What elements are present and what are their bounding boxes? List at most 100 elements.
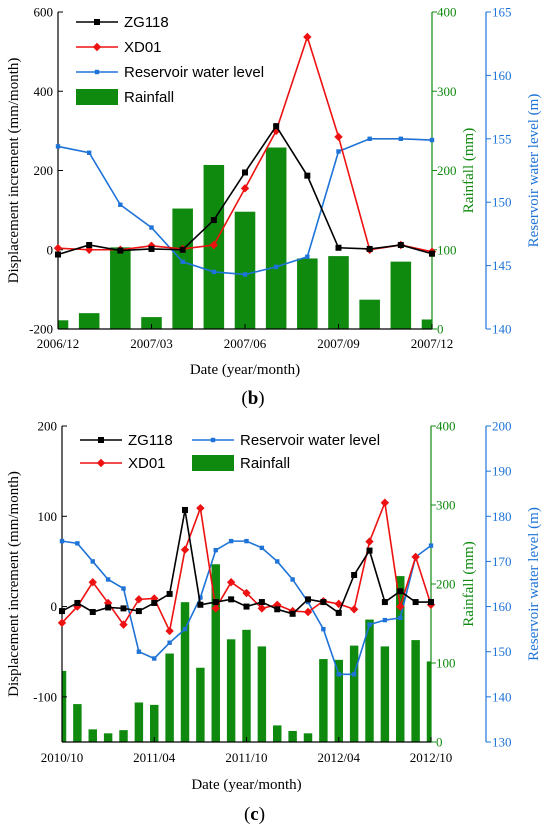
rainfall-bar	[265, 147, 287, 329]
level-tick-label: 150	[492, 644, 512, 659]
zg118-point	[397, 588, 404, 595]
rainfall-bar	[110, 247, 131, 329]
legend-label: Reservoir water level	[240, 432, 380, 449]
panel-label-close: )	[258, 388, 264, 409]
xd01-point	[119, 620, 128, 629]
level-tick-label: 160	[492, 68, 512, 83]
legend-label: XD01	[124, 39, 162, 56]
xd01-point	[57, 618, 67, 628]
rainfall-tick-label: 200	[436, 577, 456, 592]
rainfall-bar	[303, 733, 313, 742]
zg118-point	[135, 608, 142, 615]
legend-label: Rainfall	[240, 455, 290, 472]
xd01-point	[396, 602, 405, 611]
x-tick-label: 2012/04	[317, 750, 360, 765]
level-tick-label: 145	[492, 258, 512, 273]
xd01-point	[165, 626, 174, 636]
rainfall-bar	[172, 208, 193, 329]
legend-item: ZG118	[76, 14, 169, 31]
zg118-point	[428, 599, 434, 606]
legend-label: XD01	[128, 455, 166, 472]
panel-label-letter: c	[250, 804, 258, 825]
xd01-point	[196, 503, 205, 513]
legend-marker-square	[98, 437, 104, 443]
rainfall-bar	[288, 730, 297, 742]
level-point	[182, 626, 188, 632]
level-point	[213, 547, 218, 553]
level-tick-label: 165	[492, 5, 512, 20]
legend-swatch-rainfall	[192, 455, 234, 471]
rainfall-bar	[134, 702, 144, 742]
level-tick-label: 155	[492, 131, 512, 146]
level-point	[382, 617, 388, 623]
level-point	[90, 559, 95, 564]
chart-panel-b: -200 0 200 400 600 0 100 200 300 400 140 145 150 155 1…	[6, 5, 542, 410]
xd01-point	[257, 604, 267, 613]
level-point	[167, 640, 172, 645]
level-point	[428, 543, 434, 548]
level-point	[336, 149, 341, 154]
left-tick-label: 200	[38, 419, 58, 434]
legend-label: Reservoir water level	[124, 64, 264, 81]
rainfall-tick-label: 0	[437, 322, 444, 337]
rainfall-tick-label: 400	[436, 419, 456, 434]
x-tick-label: 2011/04	[133, 750, 176, 765]
left-tick-label: 100	[38, 509, 58, 524]
x-tick-label: 2007/12	[411, 336, 454, 351]
panel-label: (b)	[241, 388, 264, 409]
zg118-point	[243, 603, 250, 610]
legend-marker-small-square	[210, 437, 216, 443]
rainfall-bar	[273, 725, 282, 742]
level-point	[180, 259, 185, 264]
rainfall-tick-label: 200	[437, 163, 457, 178]
level-point	[367, 622, 372, 627]
xd01-point	[53, 243, 63, 253]
zg118-point	[55, 251, 61, 258]
level-point	[275, 559, 280, 564]
zg118-point	[335, 609, 342, 616]
zg118-point	[412, 599, 419, 606]
x-axis-title: Date (year/month)	[190, 362, 300, 378]
rainfall-bar	[58, 320, 69, 329]
zg118-point	[274, 606, 281, 613]
rainfall-bar	[390, 261, 412, 329]
x-axis-title: Date (year/month)	[191, 777, 301, 793]
rainfall-bar	[242, 629, 251, 742]
rainfall-bar	[257, 646, 267, 742]
rainfall-bar	[78, 313, 100, 329]
x-tick-label: 2007/03	[130, 336, 173, 351]
level-point	[244, 538, 249, 544]
chart-panel-c: -100 0 100 200 0 100 200 300 400 130 140 150 160 170 1…	[6, 419, 542, 826]
panel-label-close: )	[259, 804, 265, 825]
level-axis-title: Reservoir water level (m)	[526, 94, 542, 248]
rainfall-bar	[73, 704, 82, 742]
xd01-point	[211, 604, 220, 613]
legend-item: XD01	[76, 39, 162, 56]
rainfall-bar	[328, 256, 349, 329]
legend-item: Reservoir water level	[76, 64, 264, 81]
zg118-point	[166, 590, 173, 597]
level-point	[321, 626, 326, 632]
level-point	[351, 672, 357, 677]
rainfall-tick-label: 100	[437, 242, 457, 257]
rainfall-bar	[62, 670, 67, 742]
level-point	[59, 538, 65, 544]
xd01-point	[240, 184, 250, 193]
zg118-point	[117, 247, 124, 254]
zg118-point	[381, 599, 388, 606]
legend-label: ZG118	[128, 432, 173, 449]
zg118-point	[212, 599, 219, 606]
level-tick-label: 200	[492, 419, 512, 434]
rainfall-tick-label: 400	[437, 5, 457, 20]
legend-item: Rainfall	[192, 455, 290, 472]
rainfall-tick-label: 0	[436, 735, 443, 750]
zg118-point	[366, 245, 373, 252]
zg118-point	[335, 244, 342, 251]
rainfall-bar	[426, 661, 431, 742]
level-point	[86, 150, 92, 155]
left-axis-title: Displacement increment (mm/month)	[6, 58, 22, 284]
left-axis-title: Displacement increment (mm/month)	[6, 471, 22, 697]
left-tick-label: -200	[29, 322, 53, 337]
panel-label-letter: b	[248, 388, 259, 409]
